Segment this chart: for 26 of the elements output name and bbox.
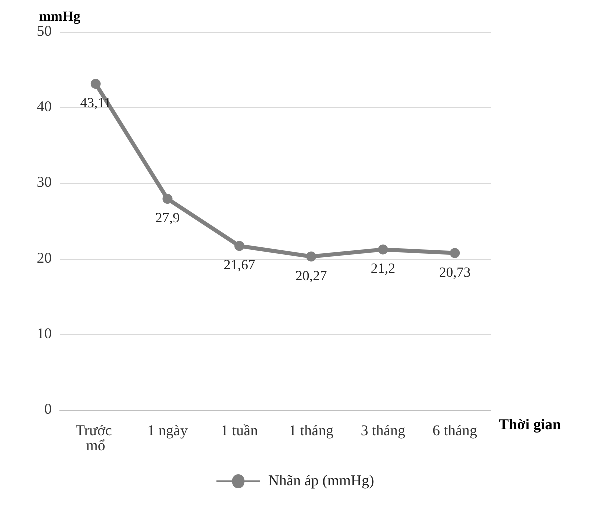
legend-label: Nhãn áp (mmHg)	[268, 474, 374, 490]
y-tick-label: 50	[37, 24, 52, 40]
y-axis-title: mmHg	[39, 10, 81, 26]
x-tick-label: 1 tuần	[221, 424, 259, 440]
x-tick-label: Trước mổ	[76, 424, 116, 454]
point	[378, 244, 388, 255]
point	[162, 194, 173, 204]
x-axis-title: Thời gian	[499, 418, 562, 434]
x-tick-label: 1 ngày	[148, 424, 188, 440]
x-tick-label: 1 tháng	[289, 424, 334, 440]
data-label: 20,27	[296, 269, 328, 284]
data-label: 21,2	[371, 262, 396, 278]
data-label: 21,67	[224, 258, 256, 274]
point	[450, 248, 460, 258]
y-tick-label: 30	[37, 175, 52, 192]
y-tick-label: 40	[37, 100, 52, 116]
data-label: 20,73	[439, 266, 471, 281]
point	[234, 241, 245, 252]
y-tick-label: 20	[37, 250, 52, 267]
point	[90, 79, 101, 90]
y-tick-label: 0	[44, 402, 52, 418]
y-tick-label: 10	[37, 326, 52, 342]
point	[306, 252, 316, 262]
x-tick-label: 6 tháng	[432, 424, 478, 440]
x-tick-label: 3 tháng	[360, 424, 406, 440]
data-label: 27,9	[156, 212, 180, 227]
